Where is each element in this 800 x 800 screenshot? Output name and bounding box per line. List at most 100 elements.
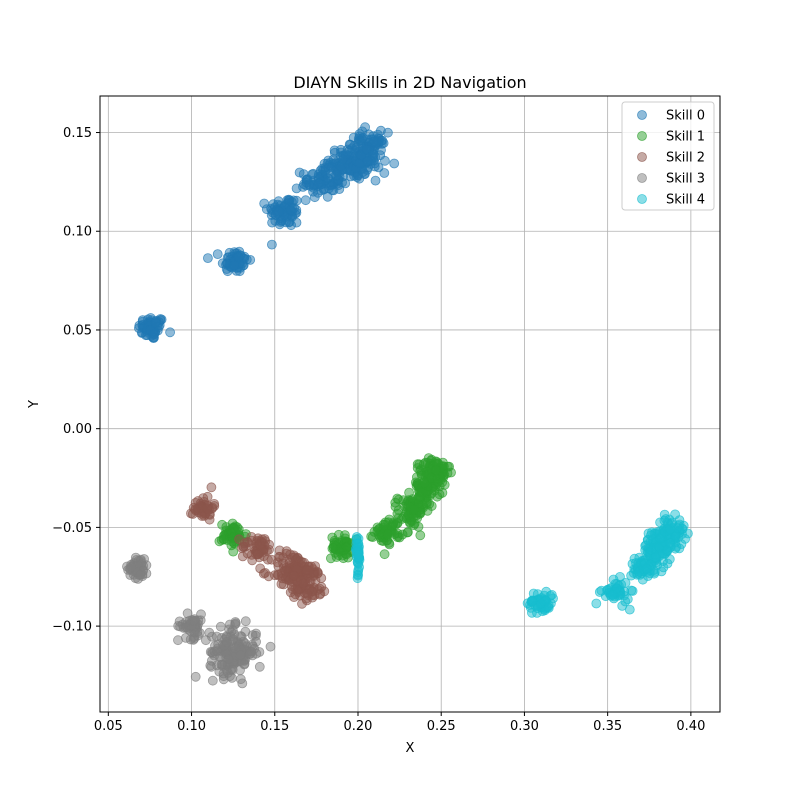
legend-box — [621, 101, 715, 211]
legend-label: Skill 2 — [666, 151, 705, 166]
series-skill-4 — [350, 509, 693, 618]
data-point — [409, 504, 420, 515]
data-point — [608, 590, 618, 600]
data-point — [546, 590, 557, 600]
data-point — [207, 675, 218, 686]
data-point — [149, 328, 160, 339]
data-point — [221, 637, 232, 647]
data-point — [646, 530, 656, 541]
legend-label: Skill 1 — [666, 130, 705, 145]
data-point — [266, 554, 277, 565]
data-point — [202, 253, 213, 264]
data-point — [414, 491, 425, 502]
data-point — [370, 175, 381, 186]
data-point — [251, 648, 262, 659]
data-point — [229, 260, 240, 271]
data-point — [206, 482, 217, 493]
data-point — [265, 641, 276, 652]
series-skill-0 — [133, 122, 400, 344]
data-point — [631, 558, 641, 568]
data-point — [353, 565, 364, 575]
data-point — [389, 158, 400, 169]
legend-marker — [637, 194, 647, 204]
data-point — [245, 254, 256, 265]
data-point — [289, 203, 300, 213]
data-point — [217, 519, 228, 530]
data-point — [283, 194, 294, 205]
y-tick-label: 0.15 — [63, 126, 92, 141]
data-point — [273, 561, 284, 572]
series-skill-3 — [122, 552, 276, 689]
data-point — [285, 587, 296, 598]
y-axis-ticks: −0.10 −0.05 0.00 0.05 0.10 0.15 — [52, 126, 100, 635]
data-point — [276, 579, 287, 589]
x-tick-label: 0.40 — [676, 719, 705, 734]
x-tick-label: 0.15 — [260, 719, 289, 734]
data-point — [227, 664, 238, 675]
data-point — [655, 533, 666, 544]
series-skill-2 — [186, 482, 330, 609]
data-point — [404, 487, 415, 498]
data-point — [281, 546, 292, 557]
data-point — [233, 251, 244, 262]
data-point — [543, 603, 554, 613]
data-point — [237, 678, 248, 689]
data-point — [431, 465, 441, 476]
data-point — [340, 533, 351, 544]
data-point — [194, 628, 205, 638]
data-point — [223, 654, 234, 664]
data-point — [626, 585, 637, 596]
data-point — [379, 549, 390, 560]
data-point — [312, 187, 323, 198]
data-point — [211, 646, 222, 656]
y-axis-label: Y — [27, 400, 42, 409]
data-point — [622, 594, 633, 605]
legend: Skill 0 Skill 1 Skill 2 Skill 3 Skill 4 — [621, 101, 715, 211]
x-tick-label: 0.30 — [510, 719, 539, 734]
data-point — [180, 622, 191, 633]
series-skill-1 — [214, 453, 456, 564]
data-point — [670, 509, 680, 520]
y-tick-label: 0.00 — [63, 422, 92, 437]
data-point — [338, 154, 348, 165]
data-point — [298, 578, 309, 589]
data-point — [329, 147, 340, 158]
data-point — [137, 315, 148, 326]
legend-label: Skill 4 — [666, 193, 705, 208]
data-point — [393, 513, 404, 524]
data-point — [442, 468, 453, 479]
data-point — [328, 543, 339, 553]
data-point — [230, 643, 241, 654]
data-point — [260, 536, 271, 547]
x-tick-label: 0.25 — [427, 719, 456, 734]
legend-marker — [637, 110, 647, 120]
data-point — [642, 563, 652, 574]
data-point — [402, 527, 413, 538]
data-point — [656, 566, 667, 577]
data-point — [331, 170, 342, 181]
data-point — [267, 217, 278, 228]
data-point — [263, 571, 274, 582]
y-tick-label: −0.05 — [52, 521, 92, 536]
data-point — [288, 570, 299, 581]
data-point — [130, 552, 141, 563]
data-point — [418, 459, 429, 470]
y-tick-label: −0.10 — [52, 620, 92, 635]
data-points — [122, 122, 693, 689]
data-point — [341, 542, 352, 552]
data-point — [259, 198, 270, 209]
data-point — [190, 504, 201, 515]
data-point — [200, 635, 211, 646]
data-point — [325, 553, 336, 564]
data-point — [366, 531, 377, 542]
legend-label: Skill 0 — [666, 109, 705, 124]
data-point — [527, 596, 537, 607]
data-point — [651, 552, 661, 563]
chart-title: DIAYN Skills in 2D Navigation — [293, 73, 526, 92]
x-axis-ticks: 0.05 0.10 0.15 0.20 0.25 0.30 0.35 0.40 — [94, 712, 705, 734]
data-point — [671, 541, 682, 552]
legend-marker — [637, 131, 647, 141]
data-point — [266, 239, 277, 250]
data-point — [608, 574, 619, 585]
